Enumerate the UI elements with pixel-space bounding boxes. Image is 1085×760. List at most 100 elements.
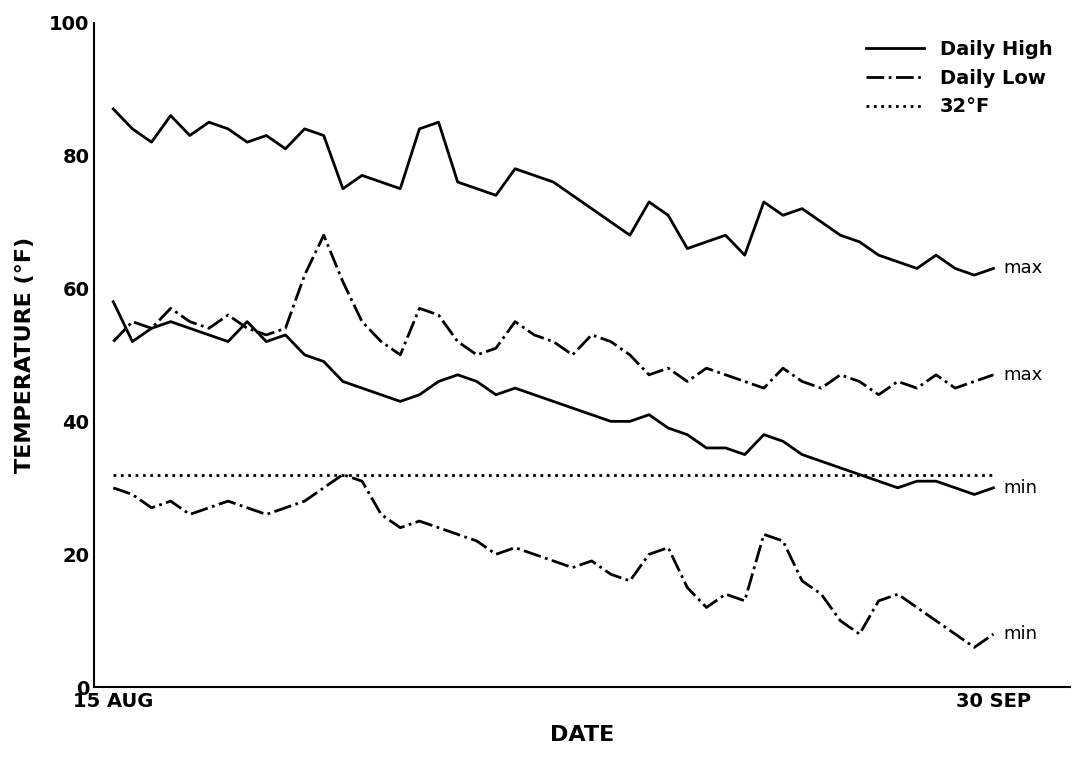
Daily Low [145, 324, 158, 333]
Daily High [604, 217, 617, 226]
Daily Low [547, 337, 560, 346]
Daily Low [470, 350, 483, 359]
Daily Low [259, 331, 272, 340]
Daily Low [834, 370, 847, 379]
Daily High [298, 125, 311, 134]
Daily High [719, 231, 732, 240]
Daily High [106, 104, 119, 113]
Daily High [930, 251, 943, 260]
Daily High [221, 125, 234, 134]
Daily Low [489, 344, 502, 353]
Daily Low [624, 350, 637, 359]
Daily High [509, 164, 522, 173]
Daily Low [356, 317, 369, 326]
Daily High [317, 131, 330, 140]
Daily Low [451, 337, 464, 346]
Daily High [815, 217, 828, 226]
Daily High [910, 264, 923, 273]
Daily High [259, 131, 272, 140]
Daily Low [374, 337, 387, 346]
Daily High [183, 131, 196, 140]
Text: min: min [1003, 479, 1037, 497]
Daily Low [910, 384, 923, 393]
Daily High [279, 144, 292, 154]
Daily High [853, 237, 866, 246]
Daily Low [853, 377, 866, 386]
Daily Low [738, 377, 751, 386]
Daily High [624, 231, 637, 240]
Daily Low [757, 384, 770, 393]
Daily High [527, 171, 540, 180]
Daily Low [241, 324, 254, 333]
Daily Low [815, 384, 828, 393]
Daily High [489, 191, 502, 200]
Daily High [547, 178, 560, 187]
Daily Low [662, 363, 675, 372]
Daily High [642, 198, 655, 207]
X-axis label: DATE: DATE [550, 725, 614, 745]
Daily Low [680, 377, 693, 386]
Daily High [987, 264, 1000, 273]
Daily High [968, 271, 981, 280]
Line: Daily Low: Daily Low [113, 236, 994, 394]
Daily Low [872, 390, 885, 399]
Daily High [126, 125, 139, 134]
Daily Low [509, 317, 522, 326]
Daily Low [987, 370, 1000, 379]
Daily High [336, 184, 349, 193]
Daily Low [719, 370, 732, 379]
Daily High [834, 231, 847, 240]
Daily Low [203, 324, 216, 333]
Y-axis label: TEMPERATURE (°F): TEMPERATURE (°F) [15, 237, 35, 473]
Daily Low [126, 317, 139, 326]
Daily Low [585, 331, 598, 340]
Daily Low [700, 363, 713, 372]
Daily Low [183, 317, 196, 326]
Daily High [164, 111, 177, 120]
Daily Low [566, 350, 579, 359]
Daily High [470, 184, 483, 193]
Line: Daily High: Daily High [113, 109, 994, 275]
Daily High [948, 264, 961, 273]
Daily High [738, 251, 751, 260]
Daily High [203, 118, 216, 127]
Daily Low [317, 231, 330, 240]
Daily Low [968, 377, 981, 386]
Daily Low [298, 271, 311, 280]
Daily High [680, 244, 693, 253]
Daily High [757, 198, 770, 207]
Legend: Daily High, Daily Low, 32°F: Daily High, Daily Low, 32°F [858, 32, 1060, 124]
Daily Low [948, 384, 961, 393]
Daily Low [527, 331, 540, 340]
Daily High [662, 211, 675, 220]
Daily High [700, 237, 713, 246]
Daily Low [777, 363, 790, 372]
Daily High [585, 204, 598, 214]
Daily High [432, 118, 445, 127]
Daily High [394, 184, 407, 193]
Daily Low [164, 304, 177, 313]
Daily High [891, 257, 904, 266]
Daily High [451, 178, 464, 187]
Daily Low [279, 324, 292, 333]
Daily Low [413, 304, 426, 313]
Text: min: min [1003, 625, 1037, 643]
Daily High [356, 171, 369, 180]
Text: max: max [1003, 366, 1043, 384]
Daily Low [394, 350, 407, 359]
Daily High [145, 138, 158, 147]
Daily High [413, 125, 426, 134]
Daily High [374, 178, 387, 187]
Daily Low [432, 310, 445, 319]
Daily High [566, 191, 579, 200]
Daily Low [891, 377, 904, 386]
Daily Low [642, 370, 655, 379]
Daily Low [106, 337, 119, 346]
Daily High [795, 204, 808, 214]
Daily Low [604, 337, 617, 346]
Daily Low [795, 377, 808, 386]
Daily High [241, 138, 254, 147]
Daily Low [221, 310, 234, 319]
Daily High [777, 211, 790, 220]
Daily Low [336, 277, 349, 287]
